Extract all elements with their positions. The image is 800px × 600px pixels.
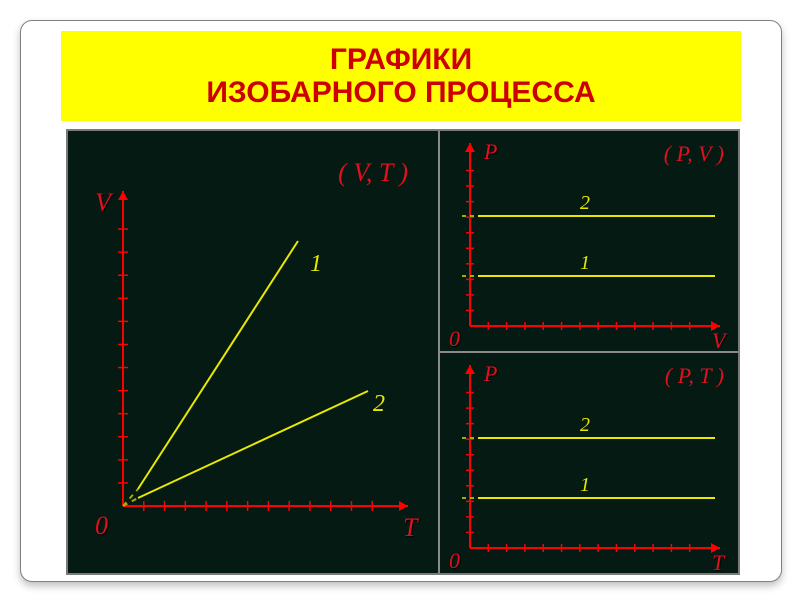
panel-dividers <box>68 131 738 573</box>
title-line-2: ИЗОБАРНОГО ПРОЦЕССА <box>206 76 595 109</box>
slide-frame: ГРАФИКИ ИЗОБАРНОГО ПРОЦЕССА 12VT0( V, T … <box>20 20 782 582</box>
charts-area: 12VT0( V, T ) 12PV0( P, V ) 12PT0( P, T … <box>66 129 740 575</box>
slide-title: ГРАФИКИ ИЗОБАРНОГО ПРОЦЕССА <box>61 31 741 121</box>
title-line-1: ГРАФИКИ <box>330 43 472 76</box>
